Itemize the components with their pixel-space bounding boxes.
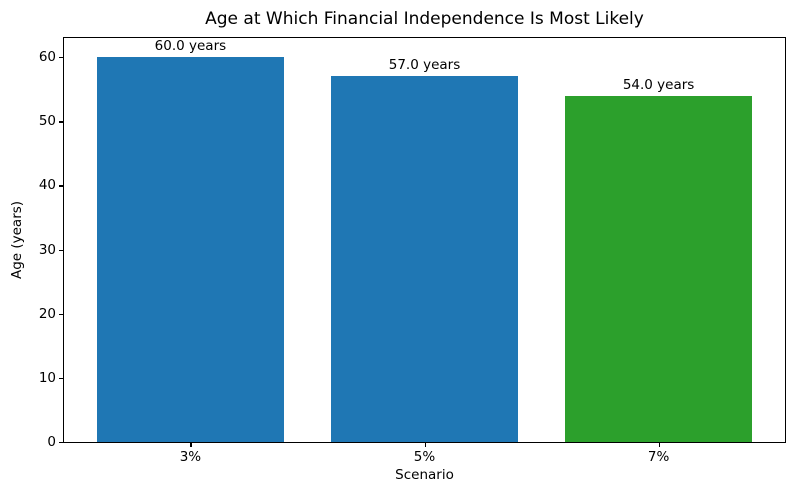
x-axis-label: Scenario xyxy=(395,467,454,483)
bar-value-label: 54.0 years xyxy=(622,76,695,93)
y-tick-label: 30 xyxy=(38,241,56,258)
y-tick-label: 0 xyxy=(47,434,56,450)
bar-7% xyxy=(564,95,753,442)
y-tick-mark xyxy=(59,57,63,59)
y-tick-mark xyxy=(59,442,63,444)
plot-area: 60.0 years 57.0 years 54.0 years xyxy=(63,37,786,443)
y-tick-label: 60 xyxy=(38,49,56,66)
y-tick-mark xyxy=(59,313,63,315)
y-axis-label: Age (years) xyxy=(9,200,25,280)
bar-5% xyxy=(330,76,519,442)
x-tick-label: 3% xyxy=(179,449,202,465)
bar-3% xyxy=(96,57,285,442)
x-tick-label: 7% xyxy=(647,449,670,465)
bar-value-label: 57.0 years xyxy=(388,57,461,74)
y-tick-mark xyxy=(59,249,63,251)
y-tick-label: 10 xyxy=(38,369,56,386)
x-tick-mark xyxy=(658,443,660,447)
y-tick-label: 40 xyxy=(38,177,56,194)
bar-value-label: 60.0 years xyxy=(154,38,227,55)
chart-title: Age at Which Financial Independence Is M… xyxy=(205,9,644,29)
y-tick-mark xyxy=(59,185,63,187)
x-tick-mark xyxy=(424,443,426,447)
y-tick-mark xyxy=(59,121,63,123)
x-tick-mark xyxy=(190,443,192,447)
x-tick-label: 5% xyxy=(413,449,436,465)
y-tick-label: 20 xyxy=(38,305,56,322)
y-tick-mark xyxy=(59,377,63,380)
y-tick-label: 50 xyxy=(38,113,56,130)
